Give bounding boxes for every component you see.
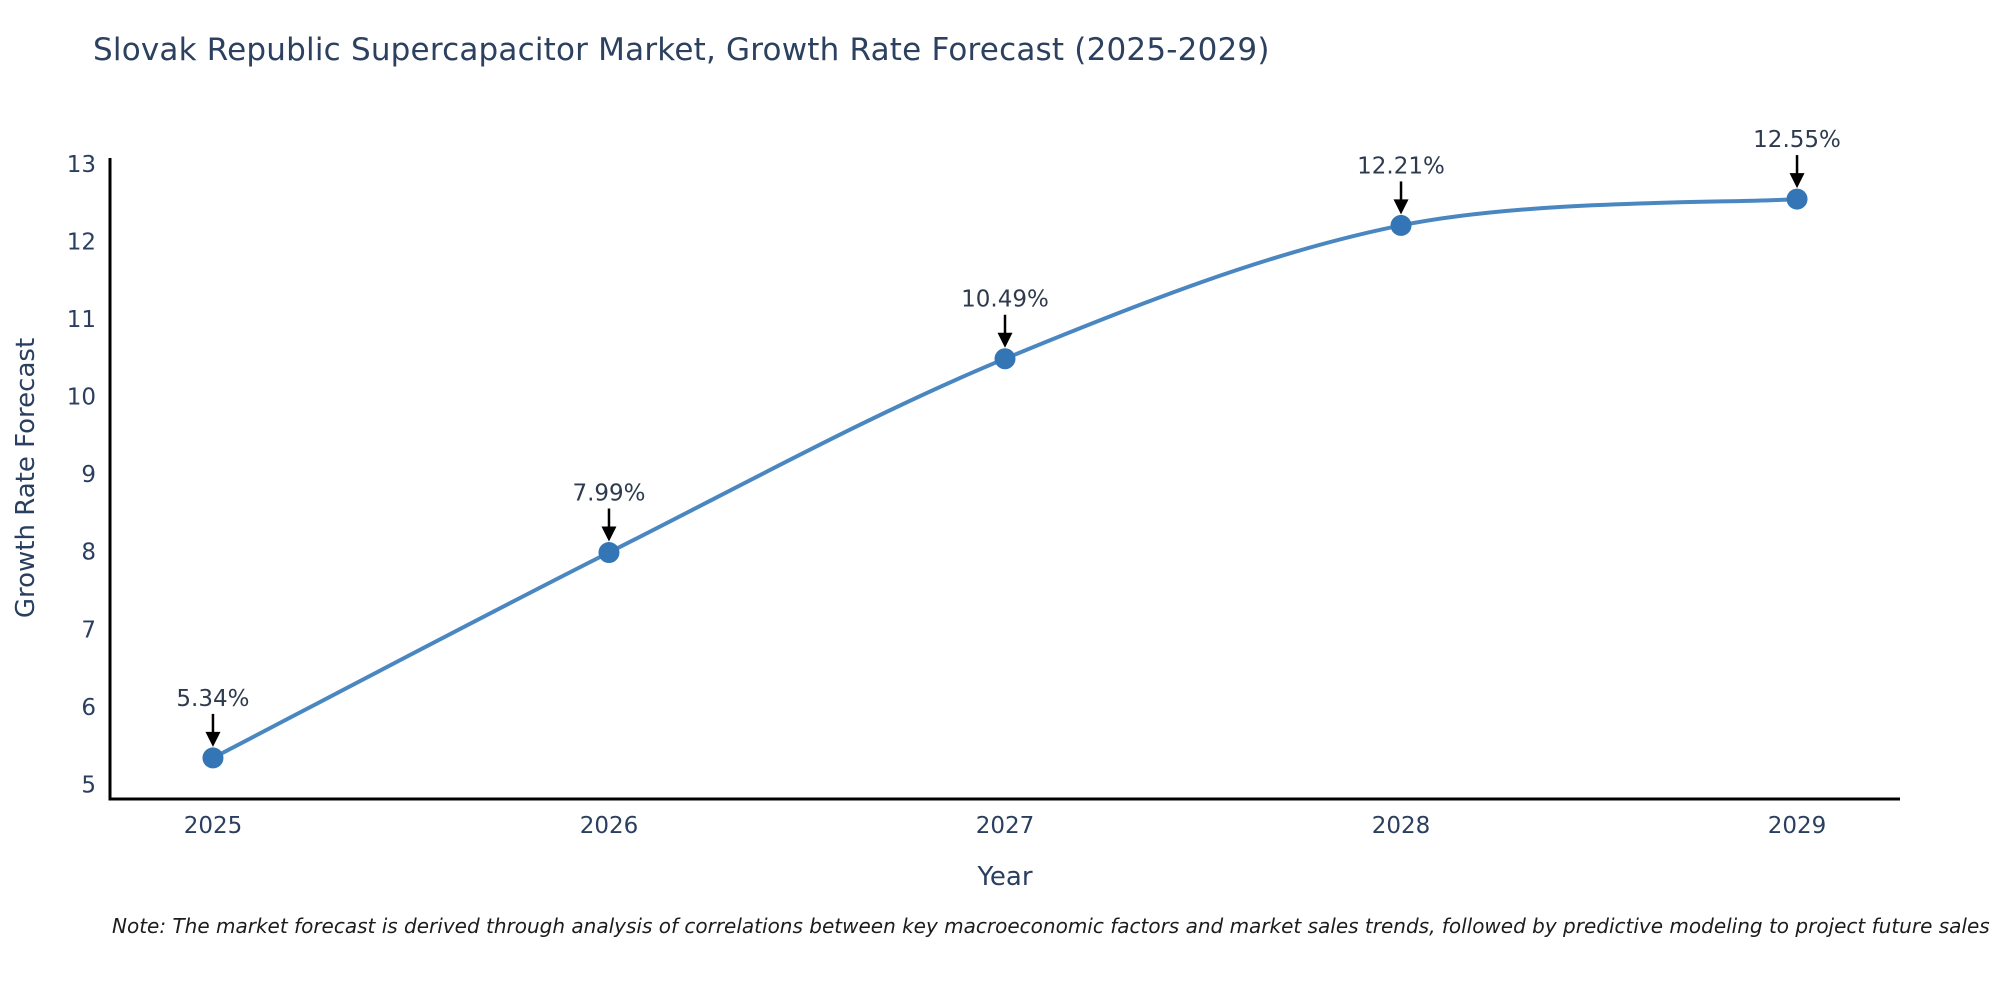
data-point-label: 5.34%: [176, 686, 249, 712]
x-tick-label: 2029: [1768, 813, 1827, 839]
data-point-label: 12.21%: [1357, 153, 1445, 179]
data-point-marker[interactable]: [598, 542, 620, 564]
series-line: [212, 197, 1798, 760]
annotation-arrowhead-icon: [205, 731, 221, 747]
x-tick-label: 2026: [580, 813, 639, 839]
annotation-arrowhead-icon: [997, 332, 1013, 348]
y-tick-label: 10: [67, 385, 96, 411]
y-axis-title: Growth Rate Forecast: [11, 338, 41, 618]
data-point-marker[interactable]: [1390, 214, 1412, 236]
y-tick-label: 9: [81, 462, 96, 488]
annotation-arrowhead-icon: [1789, 173, 1805, 189]
data-point-marker[interactable]: [202, 747, 224, 769]
y-tick-label: 12: [67, 230, 96, 256]
annotation-arrowhead-icon: [601, 526, 617, 542]
plot-area[interactable]: 5 6 7 8 9 10 11 12 13 2025 2026 2027 2028 2029 5.34% 7.…: [67, 127, 1900, 839]
footnote: Note: The market forecast is derived thr…: [112, 914, 1990, 938]
data-point-label: 12.55%: [1753, 127, 1841, 153]
chart-title: Slovak Republic Supercapacitor Market, G…: [93, 32, 1270, 68]
data-point-label: 10.49%: [961, 287, 1049, 313]
y-tick-label: 6: [81, 695, 96, 721]
data-point-label: 7.99%: [572, 481, 645, 507]
x-tick-label: 2025: [184, 813, 243, 839]
y-tick-label: 8: [81, 540, 96, 566]
data-point-marker[interactable]: [994, 348, 1016, 370]
y-tick-label: 7: [81, 617, 96, 643]
x-axis-title: Year: [976, 862, 1032, 892]
y-tick-label: 13: [67, 152, 96, 178]
annotation-arrowhead-icon: [1393, 199, 1409, 215]
x-tick-label: 2028: [1372, 813, 1431, 839]
x-tick-label: 2027: [976, 813, 1035, 839]
y-tick-label: 5: [81, 772, 96, 798]
data-point-marker[interactable]: [1786, 188, 1808, 210]
y-tick-label: 11: [67, 307, 96, 333]
